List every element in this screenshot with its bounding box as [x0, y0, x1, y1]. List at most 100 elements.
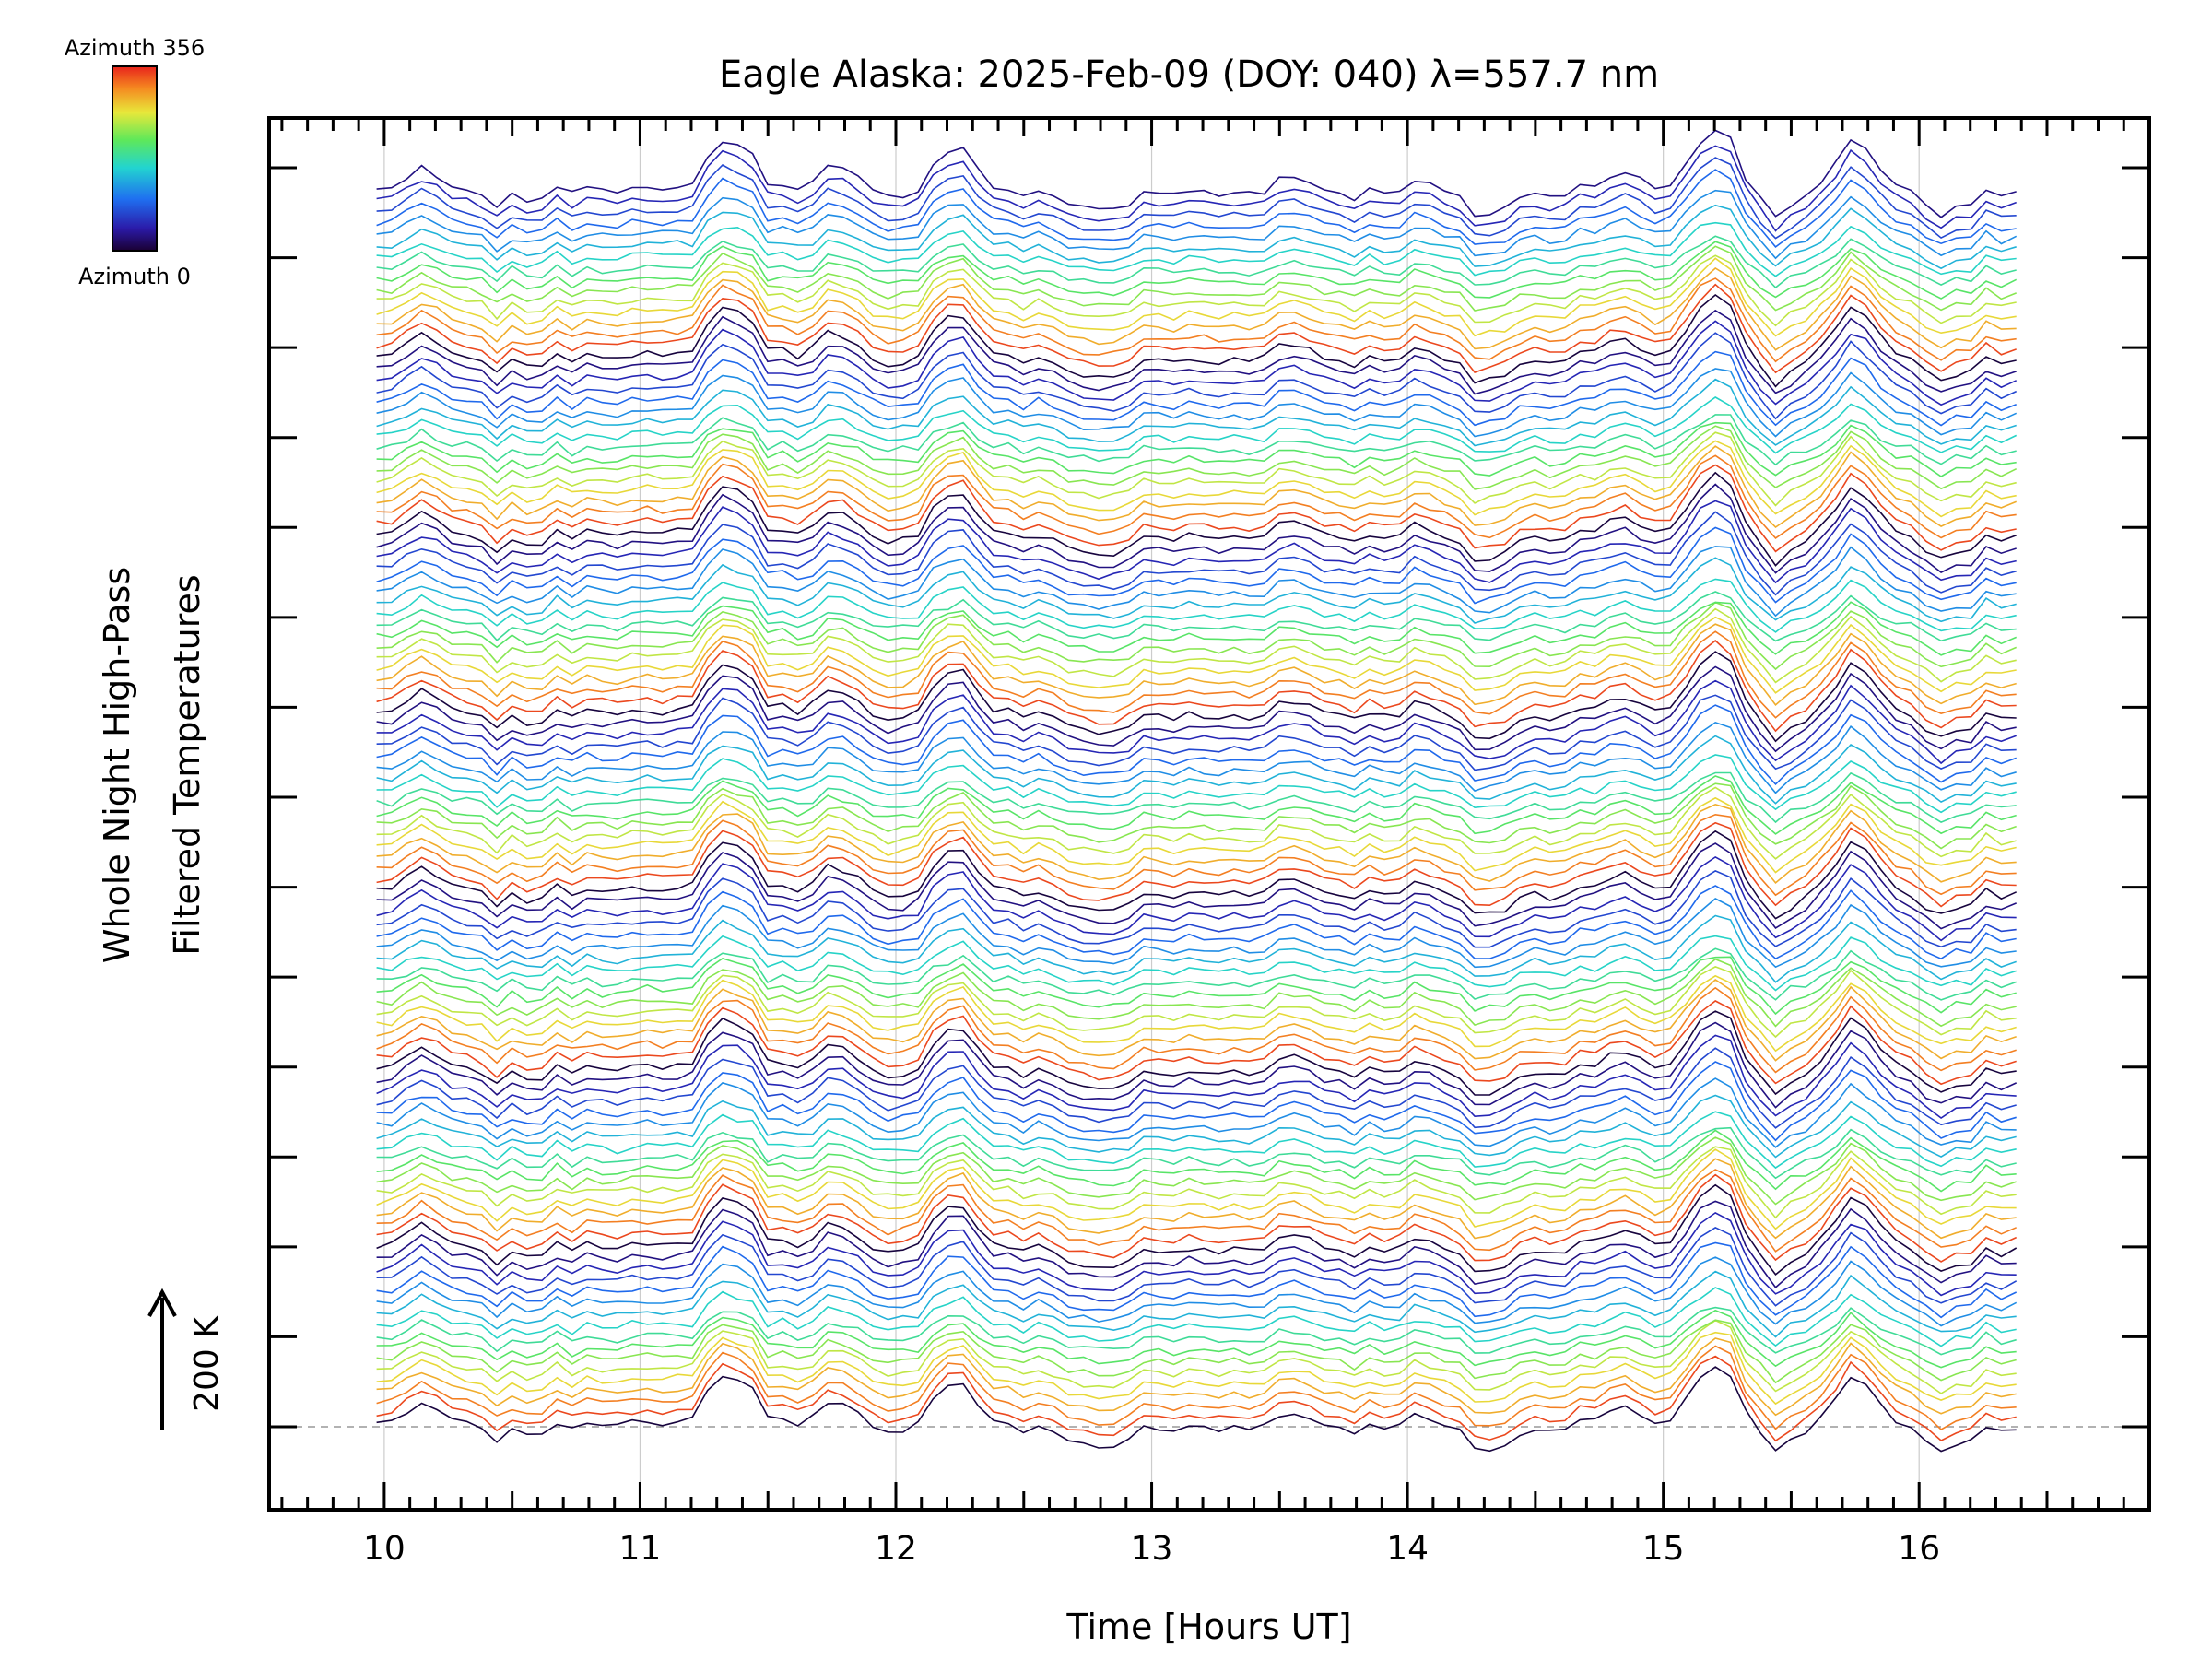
trace-line: [376, 1173, 2018, 1263]
trace-line: [376, 803, 2017, 885]
trace-line: [376, 145, 2017, 232]
trace-line: [376, 257, 2017, 337]
trace-line: [376, 665, 2017, 753]
trace-line: [376, 616, 2017, 694]
trace-line: [376, 821, 2017, 908]
trace-line: [376, 782, 2017, 850]
trace-line: [376, 1148, 2017, 1230]
x-axis-label: Time [Hours UT]: [1065, 1606, 1351, 1647]
trace-line: [376, 396, 2018, 454]
trace-line: [376, 704, 2017, 786]
trace-line: [376, 1010, 2017, 1096]
scale-arrowhead: [147, 1288, 177, 1317]
trace-line: [376, 1146, 2017, 1219]
trace-line: [376, 1319, 2017, 1384]
scale-bar: 200 K: [147, 1288, 226, 1430]
x-tick-label: 15: [1642, 1530, 1685, 1568]
trace-line: [376, 293, 2017, 388]
trace-line: [376, 1355, 2017, 1442]
trace-line: [376, 1126, 2017, 1180]
trace-line: [376, 855, 2017, 942]
trace-line: [376, 189, 2018, 260]
trace-line: [376, 1309, 2017, 1369]
trace-line: [376, 350, 2017, 427]
x-tick-label: 10: [363, 1530, 406, 1568]
trace-line: [376, 511, 2017, 596]
trace-line: [376, 722, 2017, 794]
trace-line: [376, 1211, 2017, 1297]
colorbar: [112, 65, 158, 252]
trace-line: [376, 241, 2018, 300]
trace-line: [376, 445, 2018, 529]
colorbar-bottom-label: Azimuth 0: [78, 264, 191, 289]
trace-line: [376, 1319, 2017, 1394]
trace-line: [376, 1331, 2017, 1406]
trace-line: [376, 978, 2017, 1062]
trace-line: [376, 1256, 2018, 1327]
trace-line: [376, 623, 2017, 706]
trace-line: [376, 283, 2017, 374]
trace-line: [376, 898, 2017, 969]
trace-line: [376, 1047, 2017, 1129]
trace-line: [376, 694, 2017, 771]
trace-line: [376, 277, 2017, 363]
trace-line: [376, 483, 2017, 574]
trace-line: [376, 414, 2017, 466]
trace-line: [376, 601, 2018, 671]
trace-line: [376, 947, 2017, 1001]
trace-line: [376, 630, 2017, 719]
x-tick-label: 14: [1386, 1530, 1429, 1568]
trace-line: [376, 1337, 2017, 1417]
trace-line: [376, 885, 2017, 960]
trace-line: [376, 421, 2017, 477]
trace-line: [376, 157, 2017, 240]
trace-line: [376, 1136, 2017, 1206]
trace-line: [376, 320, 2018, 406]
trace-line: [376, 578, 2017, 633]
trace-line: [376, 431, 2017, 507]
trace-line: [376, 607, 2017, 684]
trace-line: [376, 651, 2017, 743]
trace-line: [376, 974, 2017, 1053]
trace-line: [376, 842, 2018, 930]
trace-line: [376, 1226, 2018, 1307]
trace-line: [376, 771, 2017, 824]
trace-line: [376, 368, 2018, 438]
trace-line: [376, 786, 2017, 860]
trace-line: [376, 471, 2017, 567]
trace-line: [376, 1306, 2017, 1356]
trace-line: [376, 679, 2017, 765]
trace-line: [376, 254, 2017, 327]
trace-line: [376, 245, 2017, 312]
trace-line: [376, 914, 2017, 983]
trace-line: [376, 526, 2017, 605]
trace-line: [376, 557, 2017, 624]
data-traces: [376, 129, 2018, 1453]
trace-line: [376, 830, 2018, 920]
trace-line: [376, 601, 2018, 656]
trace-line: [376, 1129, 2017, 1193]
trace-line: [376, 1077, 2017, 1148]
trace-line: [376, 1287, 2017, 1347]
trace-line: [376, 309, 2017, 395]
trace-line: [376, 591, 2017, 642]
scale-bar-label: 200 K: [188, 1315, 226, 1412]
trace-line: [376, 1061, 2017, 1142]
trace-line: [376, 1094, 2017, 1159]
trace-line: [376, 640, 2017, 733]
trace-line: [376, 267, 2017, 351]
trace-line: [376, 1345, 2017, 1430]
trace-line: [376, 1169, 2018, 1253]
trace-line: [376, 454, 2017, 539]
trace-line: [376, 235, 2017, 289]
trace-line: [376, 966, 2017, 1039]
trace-line: [376, 378, 2017, 447]
trace-line: [376, 332, 2018, 420]
x-tick-label: 11: [619, 1530, 662, 1568]
trace-line: [376, 986, 2017, 1074]
trace-line: [376, 1270, 2017, 1338]
x-tick-label: 12: [875, 1530, 917, 1568]
trace-line: [376, 870, 2017, 948]
trace-line: [376, 221, 2017, 277]
trace-line: [376, 754, 2017, 814]
